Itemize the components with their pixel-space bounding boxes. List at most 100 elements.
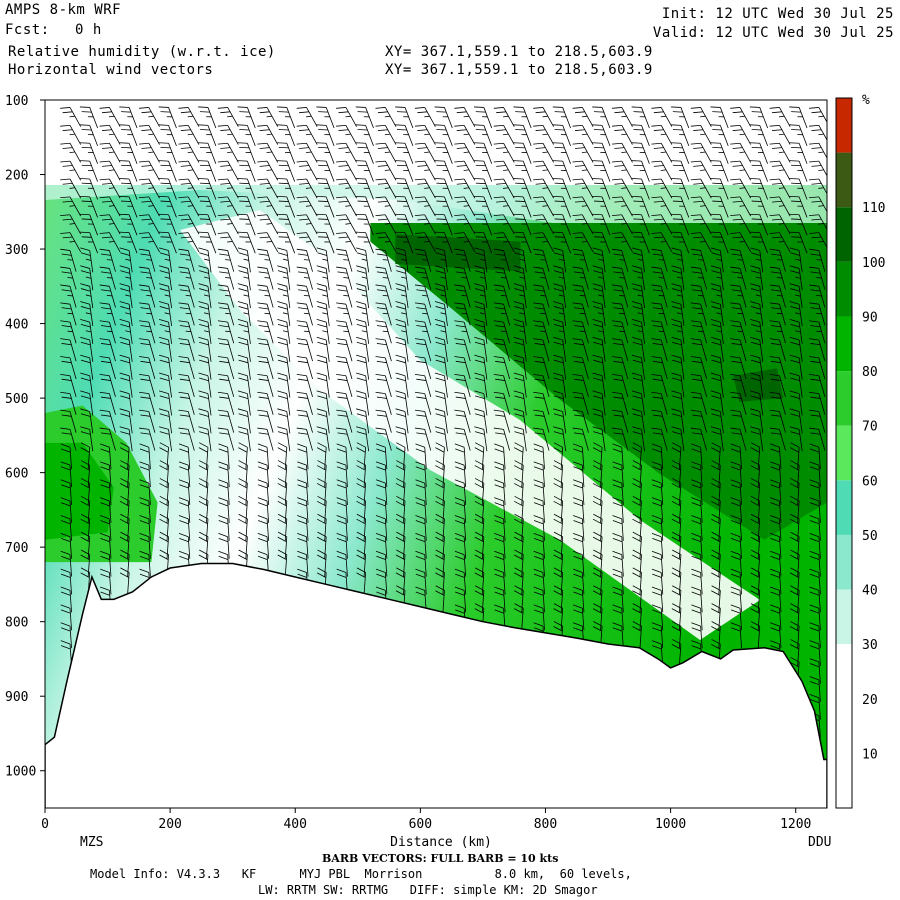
wind-barb xyxy=(415,443,427,470)
wind-barb xyxy=(572,427,589,451)
wind-barb xyxy=(356,336,370,362)
wind-barb xyxy=(296,107,318,127)
wind-barb xyxy=(296,232,318,253)
wind-barb xyxy=(592,567,603,595)
wind-barb xyxy=(572,142,594,163)
wind-barb xyxy=(434,247,448,273)
wind-barb xyxy=(533,479,545,506)
wind-barb xyxy=(789,106,808,129)
wind-barb xyxy=(631,301,645,327)
wind-barb xyxy=(356,460,367,488)
wind-barb xyxy=(395,231,414,254)
wind-barb xyxy=(770,515,782,541)
wind-barb xyxy=(276,106,296,129)
wind-barb xyxy=(435,478,445,506)
wind-barb xyxy=(711,549,721,577)
forecast-label: Fcst: xyxy=(5,22,50,38)
wind-barb xyxy=(474,142,493,164)
wind-barb xyxy=(375,160,397,181)
wind-barb xyxy=(769,248,786,272)
wind-barb xyxy=(493,214,515,235)
wind-barb xyxy=(434,318,448,344)
wind-barb xyxy=(178,443,191,470)
wind-barb xyxy=(632,460,642,488)
wind-barb xyxy=(750,408,764,434)
wind-barb xyxy=(749,231,769,254)
wind-barb xyxy=(99,356,116,380)
wind-barb xyxy=(711,478,721,506)
wind-barb xyxy=(119,124,138,147)
wind-barb xyxy=(730,409,747,433)
wind-barb xyxy=(572,568,585,595)
wind-barb xyxy=(238,478,248,506)
wind-barb xyxy=(730,622,742,649)
wind-barb xyxy=(513,301,527,327)
wind-barb xyxy=(592,336,606,362)
wind-barb xyxy=(553,301,567,327)
wind-barb xyxy=(139,214,160,235)
wind-barb xyxy=(60,515,72,541)
colorbar-segment xyxy=(836,316,852,372)
wind-barb xyxy=(651,107,673,127)
wind-barb xyxy=(730,248,747,272)
wind-barb xyxy=(730,373,747,398)
wind-barb xyxy=(316,195,335,218)
wind-barb xyxy=(356,247,370,273)
humid-band-1 xyxy=(395,234,521,272)
wind-barb xyxy=(789,283,803,309)
wind-barb xyxy=(356,318,370,344)
wind-barb xyxy=(474,549,485,577)
wind-barb xyxy=(316,442,327,470)
wind-barb xyxy=(60,497,72,523)
x-endpoint-right: DDU xyxy=(808,835,831,850)
wind-barb xyxy=(691,586,703,613)
wind-barb xyxy=(139,391,156,415)
wind-barb xyxy=(414,232,436,253)
wind-barb xyxy=(789,460,800,488)
wind-barb xyxy=(99,196,121,217)
wind-barb xyxy=(276,231,296,254)
wind-barb xyxy=(474,567,485,595)
wind-barb xyxy=(671,195,690,218)
wind-barb xyxy=(552,124,571,147)
wind-barb xyxy=(671,621,682,649)
wind-barb xyxy=(60,284,77,308)
wind-barb xyxy=(375,443,388,470)
wind-barb xyxy=(710,160,729,182)
wind-barb xyxy=(257,142,279,163)
wind-barb xyxy=(671,178,690,200)
wind-barb xyxy=(316,231,335,254)
wind-barb xyxy=(691,622,703,649)
wind-barb xyxy=(277,513,288,541)
wind-barb xyxy=(572,248,589,272)
wind-barb xyxy=(493,248,511,272)
wind-barb xyxy=(276,178,296,200)
wind-barb xyxy=(730,124,752,145)
colorbar-segment xyxy=(836,98,852,153)
wind-barb xyxy=(296,373,313,398)
wind-barb xyxy=(276,195,296,218)
wind-barb xyxy=(611,142,633,163)
colorbar-segment xyxy=(836,534,852,590)
wind-barb xyxy=(217,196,239,217)
wind-barb xyxy=(158,213,177,236)
wind-barb xyxy=(276,160,296,182)
wind-barb xyxy=(99,124,121,145)
wind-barb xyxy=(710,124,729,147)
wind-barb xyxy=(237,426,251,452)
wind-barb xyxy=(178,479,191,506)
wind-barb xyxy=(217,160,239,181)
wind-barb xyxy=(809,658,821,684)
wind-barb xyxy=(296,178,318,199)
wind-barb xyxy=(415,497,427,523)
wind-barb xyxy=(553,354,567,380)
wind-barb xyxy=(316,301,330,327)
wind-barb xyxy=(277,372,291,398)
wind-barb xyxy=(395,531,406,559)
wind-barb xyxy=(671,513,682,541)
wind-barb xyxy=(99,320,116,344)
wind-barb xyxy=(809,107,827,127)
wind-barb xyxy=(198,265,212,291)
wind-barb xyxy=(493,178,515,199)
wind-barb xyxy=(60,443,72,470)
